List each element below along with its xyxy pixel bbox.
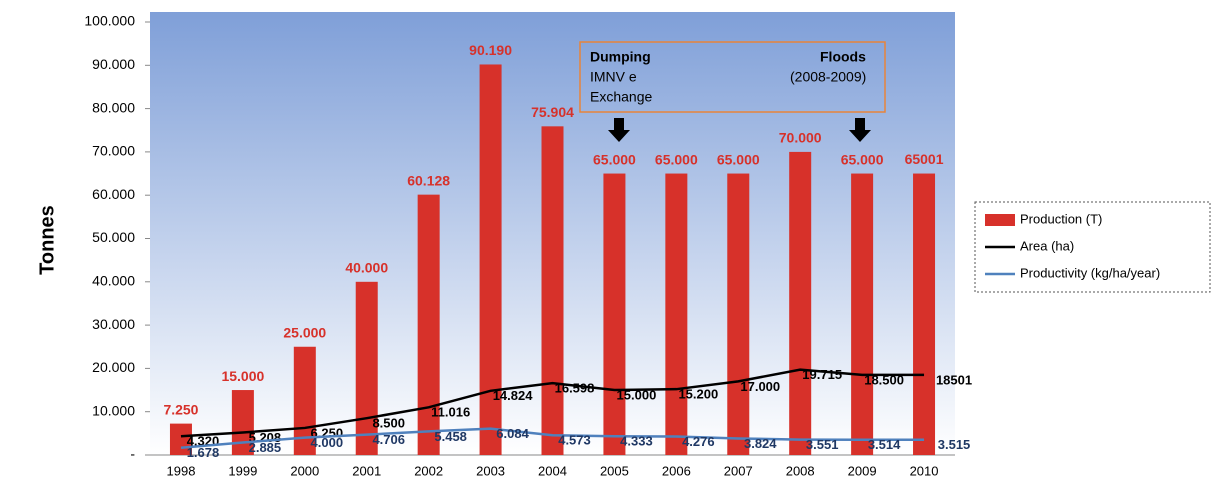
legend-label: Area (ha): [1020, 238, 1074, 253]
y-tick-label: 10.000: [92, 402, 135, 418]
bar: [913, 173, 936, 456]
x-tick-label: 2006: [662, 463, 691, 478]
bar: [355, 281, 378, 455]
data-label: 6.084: [496, 426, 529, 441]
bar: [851, 173, 874, 456]
x-tick-label: 2009: [848, 463, 877, 478]
data-label: 60.128: [407, 172, 450, 188]
arrow: [608, 118, 630, 142]
x-tick-label: 2004: [538, 463, 567, 478]
y-tick-label: 90.000: [92, 56, 135, 72]
data-label: 4.000: [311, 435, 344, 450]
bar: [603, 173, 626, 456]
data-label: 17.000: [740, 379, 780, 394]
data-label: 3.515: [938, 437, 971, 452]
data-label: 7.250: [163, 401, 198, 417]
x-tick-label: 2008: [786, 463, 815, 478]
data-label: 19.715: [802, 367, 842, 382]
legend-label: Production (T): [1020, 211, 1102, 226]
x-tick-label: 2001: [352, 463, 381, 478]
annotation-box: [579, 41, 886, 113]
data-label: 5.458: [434, 429, 467, 444]
bar: [665, 173, 688, 456]
bar: [231, 390, 254, 455]
bar: [789, 151, 812, 455]
x-tick-label: 2007: [724, 463, 753, 478]
data-label: 15.000: [617, 387, 657, 402]
bar: [479, 64, 502, 456]
data-label: 65.000: [593, 151, 636, 167]
y-tick-label: 80.000: [92, 99, 135, 115]
x-tick-label: 1998: [167, 463, 196, 478]
y-axis-label: Tonnes: [36, 205, 58, 275]
legend-label: Productivity (kg/ha/year): [1020, 265, 1160, 280]
data-label: 25.000: [283, 324, 326, 340]
data-label: 4.573: [558, 433, 591, 448]
y-tick-label: 40.000: [92, 273, 135, 289]
data-label: 2.885: [249, 440, 282, 455]
data-label: 14.824: [493, 388, 534, 403]
x-tick-label: 1999: [228, 463, 257, 478]
bar: [417, 194, 440, 456]
data-label: 4.706: [372, 432, 405, 447]
line: [180, 368, 925, 438]
data-label: 4.276: [682, 434, 715, 449]
data-label: 3.514: [868, 437, 901, 452]
data-label: 15.200: [678, 387, 718, 402]
data-label: 65.000: [717, 151, 760, 167]
x-tick-label: 2010: [910, 463, 939, 478]
x-tick-label: 2003: [476, 463, 505, 478]
data-label: 90.190: [469, 42, 512, 58]
annotation: (2008-2009): [790, 69, 866, 85]
y-tick-label: 60.000: [92, 186, 135, 202]
y-tick-label: -: [130, 446, 135, 462]
data-label: 4.333: [620, 434, 653, 449]
x-tick-label: 2000: [290, 463, 319, 478]
x-tick-label: 2002: [414, 463, 443, 478]
data-label: 40.000: [345, 260, 388, 276]
annotation: Exchange: [590, 89, 652, 105]
data-label: 16.598: [555, 381, 595, 396]
data-label: 18501: [936, 372, 972, 387]
line: [180, 427, 925, 449]
y-tick-label: 20.000: [92, 359, 135, 375]
data-label: 15.000: [221, 368, 264, 384]
y-tick-label: 70.000: [92, 143, 135, 159]
data-label: 65.000: [841, 151, 884, 167]
data-label: 1.678: [187, 445, 220, 460]
data-label: 65001: [905, 151, 944, 167]
bar: [541, 126, 564, 455]
y-tick-label: 100.000: [84, 13, 135, 29]
legend-swatch: [985, 214, 1015, 226]
data-label: 75.904: [531, 104, 574, 120]
data-label: 70.000: [779, 130, 822, 146]
data-label: 8.500: [372, 416, 405, 431]
annotation: Dumping: [590, 49, 651, 65]
y-tick-label: 50.000: [92, 229, 135, 245]
annotation: Floods: [820, 49, 866, 65]
data-label: 11.016: [431, 405, 470, 420]
arrow: [849, 118, 871, 142]
data-label: 3.551: [806, 437, 839, 452]
data-label: 65.000: [655, 151, 698, 167]
data-label: 3.824: [744, 436, 777, 451]
annotation: IMNV e: [590, 69, 637, 85]
data-label: 18.500: [864, 372, 904, 387]
bar: [727, 173, 750, 456]
y-tick-label: 30.000: [92, 316, 135, 332]
x-tick-label: 2005: [600, 463, 629, 478]
